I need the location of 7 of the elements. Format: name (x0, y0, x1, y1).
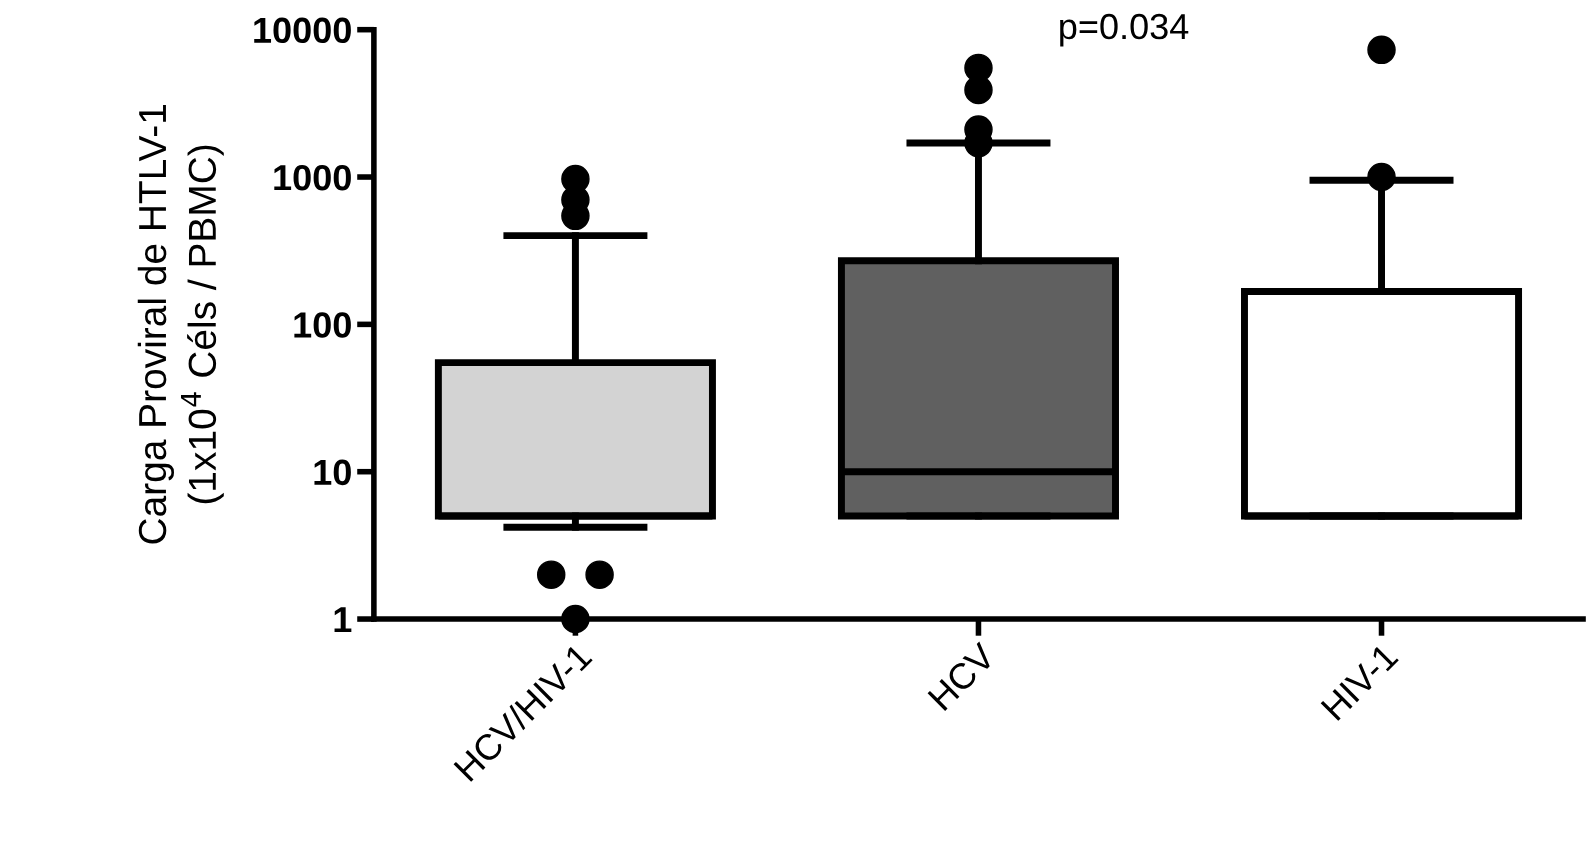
y-tick-label: 100 (294, 312, 351, 338)
annotation: p=0.034 (1060, 13, 1189, 47)
y-tick-label: 1000 (274, 164, 351, 191)
y-tick-label: 10000 (254, 17, 351, 44)
y-axis-title: Carga Proviral de HTLV-1 (1x10$^{4}$ Céls / PBMC) (137, 105, 224, 544)
y-tick-label: 1 (334, 607, 352, 633)
y-tick-label: 10 (314, 459, 351, 486)
